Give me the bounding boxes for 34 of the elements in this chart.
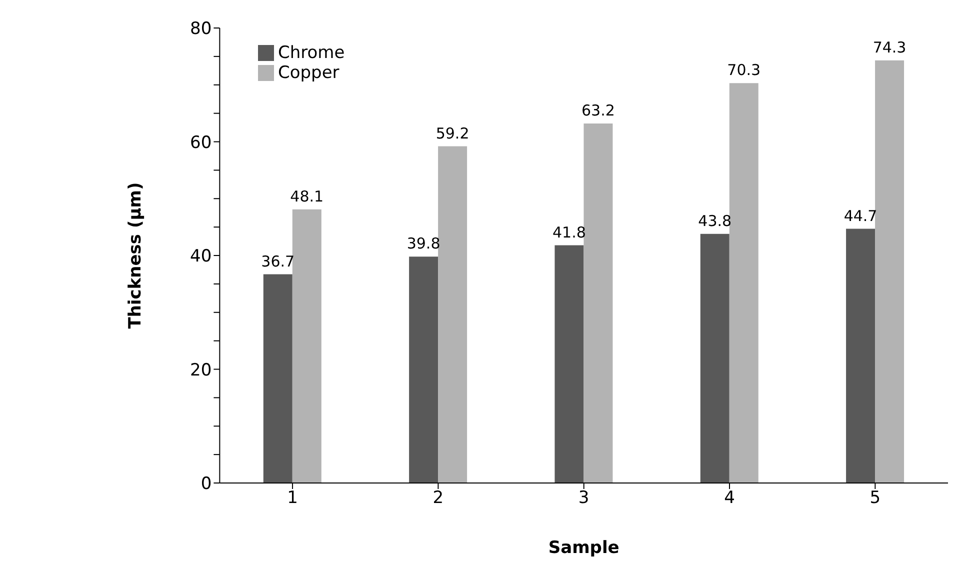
x-axis-title: Sample — [548, 538, 620, 558]
data-label: 36.7 — [261, 252, 295, 270]
x-tick-label: 4 — [724, 488, 735, 508]
x-tick-label: 5 — [870, 488, 881, 508]
bar — [438, 146, 468, 483]
y-tick-label: 20 — [190, 360, 212, 380]
y-tick-label: 80 — [190, 19, 212, 40]
bar — [846, 228, 876, 483]
y-axis-title: Thickness (µm) — [126, 182, 146, 329]
bar — [292, 209, 322, 483]
bar — [875, 60, 904, 483]
y-tick-label: 0 — [200, 474, 212, 494]
bar — [554, 245, 584, 483]
bar — [700, 234, 730, 483]
data-label: 43.8 — [698, 212, 732, 230]
data-label: 63.2 — [582, 102, 615, 120]
data-label: 48.1 — [290, 187, 324, 206]
data-label: 44.7 — [844, 206, 878, 225]
data-label: 41.8 — [552, 223, 586, 242]
data-label: 74.3 — [872, 38, 906, 56]
bar — [584, 124, 613, 483]
x-tick-label: 2 — [432, 488, 444, 508]
bar — [263, 274, 292, 483]
x-tick-label: 3 — [578, 488, 590, 508]
y-tick-label: 60 — [190, 132, 212, 153]
x-tick-label: 1 — [287, 488, 298, 508]
legend-label: Copper — [278, 63, 340, 83]
data-label: 59.2 — [436, 124, 470, 142]
y-tick-label: 40 — [190, 246, 212, 267]
bar — [409, 256, 438, 483]
data-label: 70.3 — [727, 61, 761, 80]
bar — [729, 83, 758, 483]
data-label: 39.8 — [406, 234, 440, 253]
legend-label: Chrome — [278, 43, 345, 63]
